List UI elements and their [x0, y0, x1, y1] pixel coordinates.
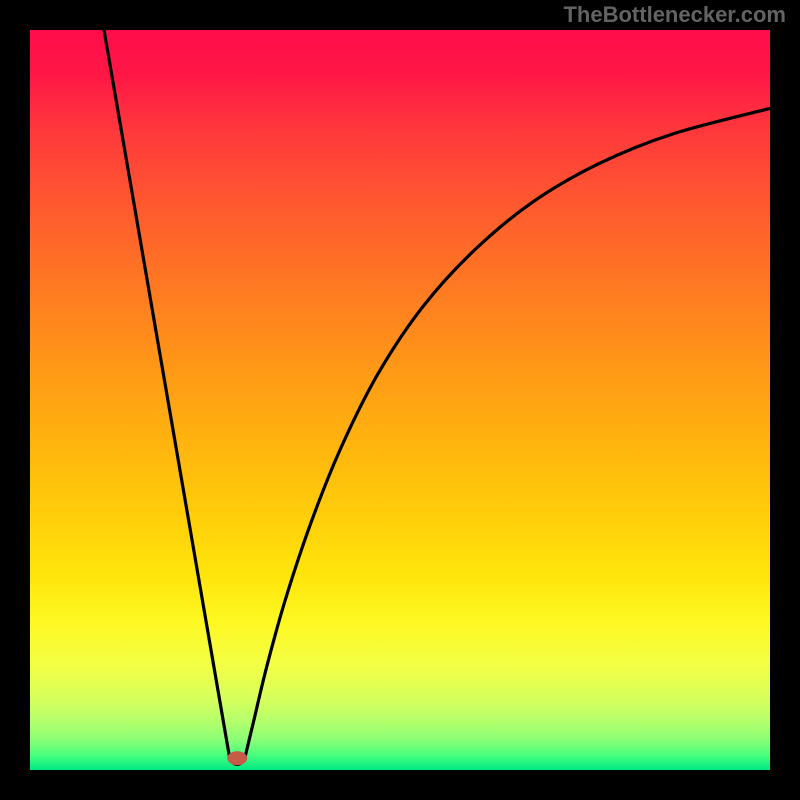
bottleneck-chart — [0, 0, 800, 800]
optimal-point-marker — [227, 751, 247, 765]
chart-container: TheBottlenecker.com — [0, 0, 800, 800]
plot-gradient-background — [30, 30, 770, 770]
